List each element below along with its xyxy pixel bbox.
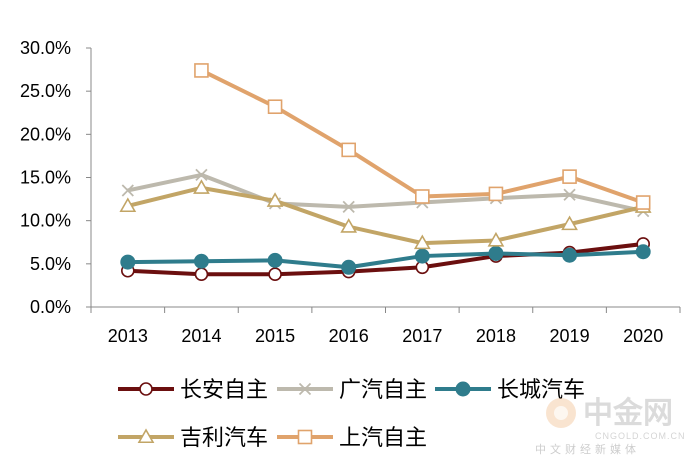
x-tick-label: 2020 bbox=[623, 326, 663, 346]
series-line bbox=[127, 185, 644, 246]
data-point bbox=[563, 188, 576, 201]
y-tick-label: 20.0% bbox=[20, 124, 71, 144]
legend-item: 广汽自主 bbox=[277, 378, 427, 403]
data-point bbox=[194, 63, 209, 78]
data-point bbox=[194, 267, 209, 281]
legend-item: 吉利汽车 bbox=[118, 426, 268, 451]
data-point bbox=[341, 142, 356, 158]
series-3 bbox=[120, 244, 651, 275]
y-tick-label: 5.0% bbox=[30, 254, 71, 274]
data-point bbox=[455, 381, 471, 397]
data-point bbox=[341, 259, 357, 275]
legend-label: 长安自主 bbox=[180, 378, 268, 403]
y-tick-label: 25.0% bbox=[20, 81, 71, 101]
data-point bbox=[193, 253, 209, 269]
series-line bbox=[200, 68, 644, 205]
data-point bbox=[635, 244, 651, 260]
series-line bbox=[127, 172, 644, 214]
data-point bbox=[488, 245, 504, 261]
data-point bbox=[342, 200, 355, 213]
legend-label: 广汽自主 bbox=[339, 378, 427, 403]
series-group bbox=[119, 63, 652, 281]
watermark-domain: CNGOLD.COM.CN bbox=[595, 431, 686, 441]
data-point bbox=[487, 231, 505, 247]
legend-label: 长城汽车 bbox=[497, 378, 585, 403]
legend-label: 吉利汽车 bbox=[180, 426, 268, 451]
data-point bbox=[121, 184, 134, 197]
data-point bbox=[340, 218, 358, 233]
data-point bbox=[413, 234, 431, 250]
series-5 bbox=[194, 63, 651, 210]
legend-label: 上汽自主 bbox=[339, 426, 427, 451]
data-point bbox=[488, 186, 504, 202]
data-point bbox=[298, 382, 312, 396]
data-point bbox=[414, 248, 430, 264]
watermark: 中金网 CNGOLD.COM.CN 中文财经新媒体 bbox=[535, 396, 686, 456]
y-tick-label: 15.0% bbox=[20, 168, 71, 188]
data-point bbox=[562, 169, 577, 184]
x-tick-label: 2017 bbox=[402, 326, 442, 346]
series-4 bbox=[119, 179, 652, 250]
x-tick-label: 2016 bbox=[329, 326, 369, 346]
x-tick-label: 2013 bbox=[108, 326, 148, 346]
data-point bbox=[120, 254, 136, 270]
data-point bbox=[139, 382, 153, 396]
legend-item: 长城汽车 bbox=[435, 378, 585, 403]
data-point bbox=[119, 197, 137, 213]
data-point bbox=[267, 99, 283, 115]
data-point bbox=[195, 168, 208, 182]
data-point bbox=[297, 429, 313, 445]
series-line bbox=[127, 249, 644, 270]
legend-item: 上汽自主 bbox=[277, 426, 427, 451]
watermark-tagline: 中文财经新媒体 bbox=[535, 442, 640, 456]
legend-item: 长安自主 bbox=[118, 378, 268, 403]
data-point bbox=[561, 215, 578, 231]
data-point bbox=[137, 428, 155, 444]
x-tick-label: 2018 bbox=[476, 326, 516, 346]
data-point bbox=[268, 267, 282, 281]
y-tick-label: 10.0% bbox=[20, 211, 71, 231]
data-point bbox=[193, 179, 210, 194]
x-tick-label: 2015 bbox=[255, 326, 295, 346]
data-point bbox=[562, 247, 578, 263]
y-tick-label: 30.0% bbox=[20, 38, 71, 58]
watermark-logo-inner bbox=[554, 406, 568, 420]
data-point bbox=[267, 252, 283, 268]
x-tick-label: 2014 bbox=[181, 326, 221, 346]
data-point bbox=[635, 195, 651, 210]
axes: 0.0% 5.0% 10.0% 15.0% 20.0% 25.0% 30.0% 2013 201… bbox=[20, 38, 681, 346]
data-point bbox=[415, 189, 430, 204]
y-tick-label: 0.0% bbox=[30, 297, 71, 317]
watermark-name: 中金网 bbox=[583, 396, 673, 431]
x-tick-label: 2019 bbox=[550, 326, 590, 346]
data-point bbox=[266, 192, 284, 207]
